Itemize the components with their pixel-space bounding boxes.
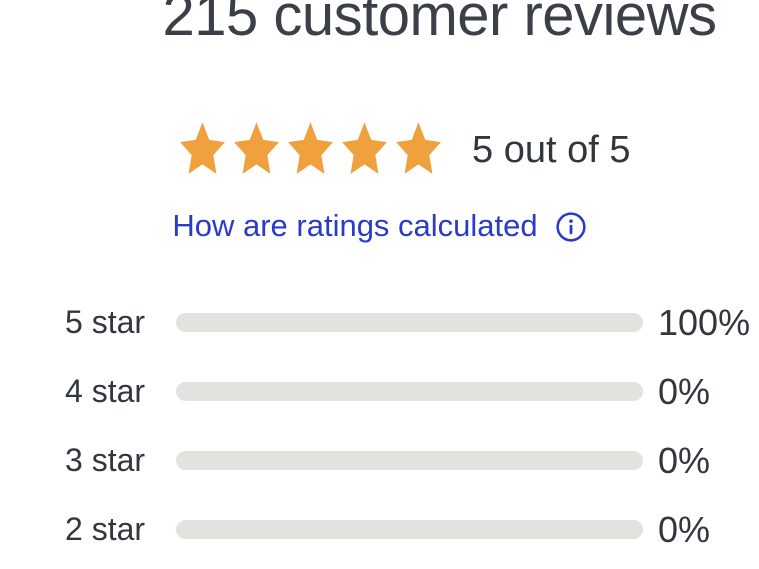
star-icons-group	[176, 118, 446, 182]
star-icon	[176, 118, 229, 182]
average-rating-label: 5 out of 5	[472, 128, 631, 171]
star-icon	[392, 118, 445, 182]
rating-row-label[interactable]: 3 star	[65, 442, 146, 478]
ratings-calculated-link[interactable]: How are ratings calculated	[0, 203, 759, 249]
star-icon	[230, 118, 283, 182]
ratings-histogram: 5 star 100% 4 star 0% 3 star 0% 2 star 0…	[0, 288, 759, 564]
rating-row-label[interactable]: 5 star	[65, 304, 146, 340]
rating-row-percent: 0%	[658, 370, 711, 412]
rating-row-percent: 100%	[658, 301, 751, 343]
rating-bar-row[interactable]: 3 star 0%	[0, 426, 759, 495]
rating-row-percent: 0%	[658, 508, 711, 550]
rating-row-percent: 0%	[658, 439, 711, 481]
rating-bar-row[interactable]: 4 star 0%	[0, 357, 759, 426]
rating-row-label[interactable]: 4 star	[65, 373, 146, 409]
reviews-count-heading: 215 customer reviews	[162, 0, 717, 48]
rating-bar-track[interactable]	[176, 520, 643, 539]
rating-row-label[interactable]: 2 star	[65, 511, 146, 547]
rating-bar-row[interactable]: 5 star 100%	[0, 288, 759, 357]
ratings-calculated-link-label[interactable]: How are ratings calculated	[172, 208, 538, 243]
rating-bar-track[interactable]	[176, 382, 643, 401]
star-icon	[338, 118, 391, 182]
star-icon	[284, 118, 337, 182]
rating-bar-track[interactable]	[176, 451, 643, 470]
rating-bar-row[interactable]: 2 star 0%	[0, 495, 759, 564]
info-icon[interactable]	[555, 211, 587, 243]
star-rating: 5 out of 5	[176, 112, 630, 188]
rating-bar-track[interactable]	[176, 313, 643, 332]
